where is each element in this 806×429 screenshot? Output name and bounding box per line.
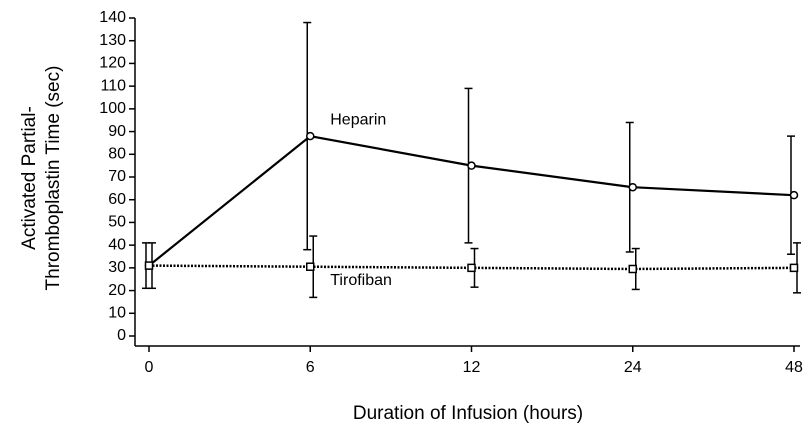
marker: [789, 263, 799, 273]
x-axis-label: Duration of Infusion (hours): [353, 403, 583, 424]
y-tick-label: 30: [108, 259, 126, 276]
y-tick-label: 100: [99, 100, 126, 117]
y-axis-label: Thromboplastin Time (sec): [43, 66, 64, 291]
y-tick-label: 60: [108, 191, 126, 208]
x-tick-label: 0: [145, 359, 154, 376]
marker: [467, 161, 476, 170]
x-tick-label: 24: [624, 359, 642, 376]
y-tick-label: 110: [100, 77, 126, 94]
series-label: Tirofiban: [330, 272, 392, 289]
y-tick-label: 10: [108, 305, 126, 322]
marker: [306, 262, 315, 271]
marker: [467, 263, 476, 273]
marker: [144, 261, 154, 270]
y-tick-label: 80: [108, 146, 126, 163]
y-tick-label: 140: [99, 9, 126, 26]
x-tick-label: 6: [306, 359, 315, 376]
y-axis-label: Activated Partial-: [19, 106, 40, 250]
y-tick-label: 40: [108, 236, 126, 253]
marker: [628, 182, 637, 192]
x-tick-label: 12: [463, 359, 481, 376]
y-tick-label: 20: [108, 282, 126, 299]
y-tick-label: 50: [108, 214, 126, 231]
y-tick-label: 0: [117, 327, 126, 344]
marker: [628, 264, 637, 274]
marker: [306, 131, 315, 141]
y-tick-label: 90: [108, 123, 126, 140]
x-tick-label: 48: [785, 359, 803, 376]
y-tick-label: 120: [99, 55, 126, 72]
series-label: Heparin: [330, 111, 386, 128]
series-line: [148, 134, 795, 267]
marker: [789, 190, 799, 200]
y-tick-label: 130: [99, 32, 126, 49]
y-tick-label: 70: [108, 168, 126, 185]
